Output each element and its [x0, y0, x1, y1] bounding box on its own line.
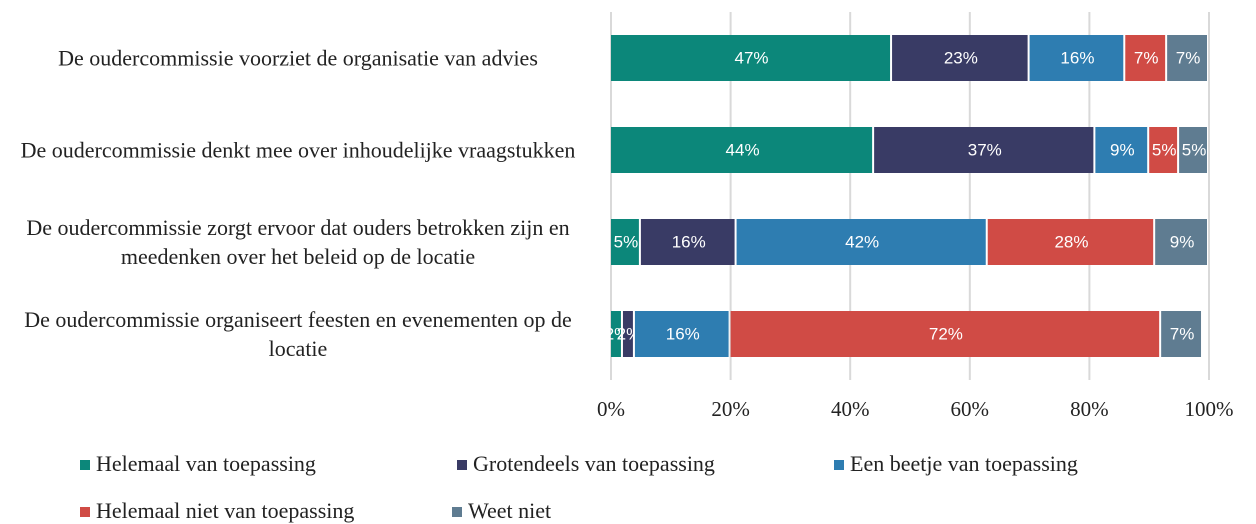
- value-label: 9%: [1170, 232, 1195, 251]
- value-label: 37%: [968, 140, 1002, 159]
- legend-label: Helemaal niet van toepassing: [96, 498, 354, 523]
- value-label: 28%: [1054, 232, 1088, 251]
- bar-segment: [1029, 35, 1124, 81]
- bar-segment: [1149, 127, 1178, 173]
- category-label: De oudercommissie organiseert feesten en…: [24, 307, 572, 361]
- value-label: 42%: [845, 232, 879, 251]
- legend-swatch: [457, 460, 467, 470]
- x-tick-label: 80%: [1070, 397, 1109, 421]
- bar-segment: [1155, 219, 1207, 265]
- value-label: 23%: [944, 48, 978, 67]
- value-label: 16%: [672, 232, 706, 251]
- x-tick-label: 40%: [831, 397, 870, 421]
- bar-segment: [1161, 311, 1202, 357]
- legend-label: Weet niet: [468, 498, 551, 523]
- legend-swatch: [80, 460, 90, 470]
- bar-segment: [611, 219, 639, 265]
- category-label: De oudercommissie denkt mee over inhoude…: [20, 137, 576, 163]
- bar-segment: [1167, 35, 1207, 81]
- value-label: 5%: [1182, 140, 1207, 159]
- legend-swatch: [834, 460, 844, 470]
- value-label: 7%: [1170, 324, 1195, 343]
- bar-segment: [1095, 127, 1148, 173]
- value-label: 47%: [735, 48, 769, 67]
- value-label: 9%: [1110, 140, 1135, 159]
- value-label: 16%: [1060, 48, 1094, 67]
- bar-segment: [622, 311, 633, 357]
- bar-segment: [874, 127, 1094, 173]
- value-label: 44%: [726, 140, 760, 159]
- legend-label: Grotendeels van toepassing: [473, 451, 715, 476]
- bar-segment: [1179, 127, 1207, 173]
- bar-segment: [634, 311, 729, 357]
- bar-segment: [1125, 35, 1166, 81]
- value-label: 16%: [666, 324, 700, 343]
- category-label: De oudercommissie voorziet de organisati…: [58, 45, 538, 71]
- bar-segment: [892, 35, 1028, 81]
- category-label: De oudercommissie zorgt ervoor dat ouder…: [26, 215, 570, 269]
- value-label: 5%: [1152, 140, 1177, 159]
- value-label: 72%: [929, 324, 963, 343]
- bar-segment: [611, 127, 873, 173]
- legend-swatch: [452, 507, 462, 517]
- bar-segment: [987, 219, 1154, 265]
- value-label: 7%: [1134, 48, 1159, 67]
- x-tick-label: 0%: [597, 397, 625, 421]
- x-tick-label: 20%: [711, 397, 750, 421]
- bar-segment: [730, 311, 1160, 357]
- bar-segment: [611, 35, 891, 81]
- bar-segment: [736, 219, 986, 265]
- value-label: 5%: [614, 232, 639, 251]
- bar-segment: [640, 219, 735, 265]
- legend-swatch: [80, 507, 90, 517]
- value-label: 7%: [1176, 48, 1201, 67]
- legend-label: Een beetje van toepassing: [850, 451, 1078, 476]
- x-tick-label: 60%: [951, 397, 990, 421]
- legend-label: Helemaal van toepassing: [96, 451, 316, 476]
- x-tick-label: 100%: [1185, 397, 1234, 421]
- bar-segment: [611, 311, 621, 357]
